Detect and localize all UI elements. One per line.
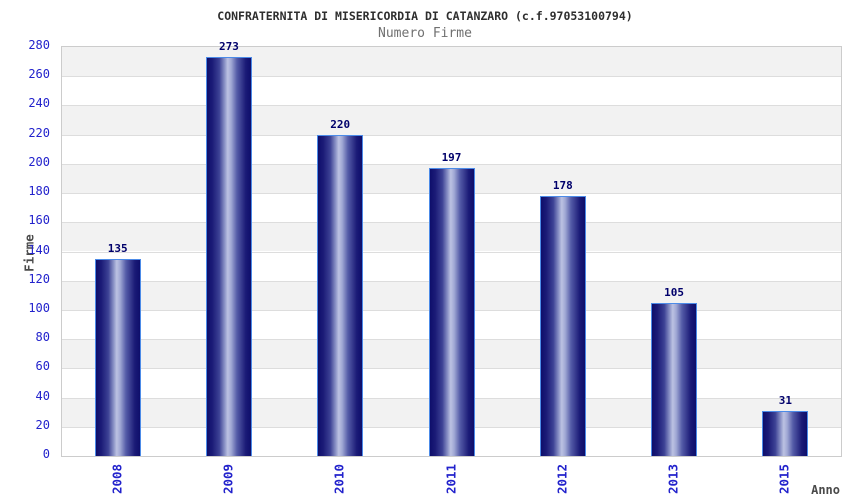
x-tick-label: 2012 (554, 463, 570, 495)
y-tick-label: 180 (28, 184, 50, 199)
bar-value-label: 273 (218, 40, 239, 54)
grid-band (62, 76, 841, 106)
gridline (62, 163, 841, 165)
x-tick-label: 2009 (220, 463, 236, 495)
bar (428, 168, 475, 456)
y-tick-label: 220 (28, 125, 50, 140)
bar (94, 258, 141, 456)
bar-value-label: 105 (664, 285, 684, 299)
bar-value-label: 178 (552, 179, 573, 192)
gridline (62, 76, 841, 78)
bar (317, 134, 364, 456)
bar-value-label: 197 (441, 151, 462, 165)
y-tick-label: 120 (28, 271, 50, 286)
x-tick-label: 2008 (109, 463, 125, 495)
y-tick-label: 60 (35, 359, 50, 374)
grid-band (62, 134, 841, 164)
chart-subtitle: Numero Firme (378, 26, 472, 41)
bar (762, 410, 809, 456)
bar-value-label: 135 (107, 241, 128, 255)
gridline (62, 134, 841, 136)
y-tick-label: 280 (28, 38, 50, 52)
bar (205, 57, 252, 456)
x-tick-label: 2010 (331, 463, 347, 495)
y-tick-label: 200 (28, 154, 50, 169)
grid-band (62, 47, 841, 77)
gridline (62, 105, 841, 107)
bar-value-label: 31 (778, 393, 792, 407)
bar-value-label: 220 (330, 117, 351, 131)
x-axis-title: Anno (811, 483, 840, 497)
x-tick-label: 2011 (443, 463, 458, 495)
grid-band (62, 105, 841, 135)
y-tick-label: 140 (28, 242, 50, 257)
plot-area: 135 273 220 197 178 105 31 (61, 40, 842, 457)
y-tick-label: 0 (42, 447, 50, 461)
bar (651, 302, 698, 456)
y-tick-label: 160 (28, 213, 50, 228)
bar (539, 196, 586, 456)
y-tick-label: 40 (35, 388, 50, 403)
y-tick-label: 20 (35, 417, 50, 432)
chart-title: CONFRATERNITA DI MISERICORDIA DI CATANZA… (217, 9, 633, 23)
y-tick-label: 100 (28, 300, 50, 315)
x-tick-label: 2015 (776, 463, 792, 495)
y-tick-label: 80 (35, 330, 50, 345)
x-tick-label: 2013 (665, 463, 681, 495)
y-tick-label: 240 (28, 96, 50, 111)
y-tick-label: 260 (28, 67, 50, 82)
